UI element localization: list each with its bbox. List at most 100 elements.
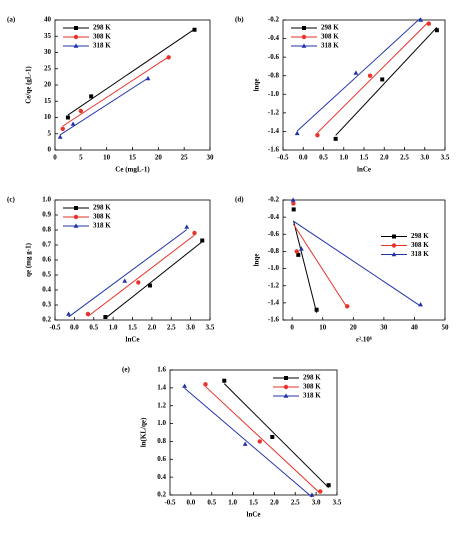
legend-marker bbox=[391, 251, 397, 257]
plot-frame bbox=[282, 199, 446, 321]
marker bbox=[291, 207, 296, 212]
y-tick-label: -0.2 bbox=[268, 196, 280, 204]
x-tick-label: 1.0 bbox=[228, 499, 237, 507]
marker bbox=[296, 252, 301, 257]
y-tick-label: 0.2 bbox=[42, 316, 51, 324]
marker bbox=[418, 17, 424, 22]
marker bbox=[65, 115, 70, 120]
marker bbox=[315, 132, 320, 138]
panel: (c) -0.5 0.0 0.5 1.0 1.5 2.0 2.5 3.0 3.5 0.2 0.3 0.4… bbox=[7, 196, 215, 344]
y-tick-label: 15 bbox=[44, 97, 52, 105]
marker bbox=[314, 307, 319, 312]
x-tick-label: 3.0 bbox=[312, 499, 321, 507]
legend-label: 308 K bbox=[411, 241, 429, 249]
panel: (b) -0.5 0.0 0.5 1.0 1.5 2.0 2.5 3.0 3.5 -1.6 -1.4 -… bbox=[235, 16, 450, 174]
legend-marker bbox=[73, 214, 79, 220]
x-tick-label: -0.5 bbox=[164, 499, 176, 507]
trend-line bbox=[292, 223, 348, 308]
marker bbox=[294, 249, 299, 254]
x-tick-label: 2.0 bbox=[380, 154, 389, 162]
y-tick-label: 10 bbox=[44, 113, 52, 121]
y-axis-label: ln(KL/qe) bbox=[140, 417, 148, 447]
legend-marker bbox=[301, 34, 307, 40]
marker bbox=[426, 21, 431, 26]
x-axis-label: lnCe bbox=[126, 336, 140, 344]
marker bbox=[326, 483, 331, 488]
marker bbox=[66, 311, 71, 316]
y-tick-label: 1.0 bbox=[42, 196, 51, 204]
legend-marker bbox=[73, 223, 79, 228]
panel-label: (c) bbox=[7, 196, 15, 204]
x-tick-label: 3.0 bbox=[186, 324, 195, 332]
marker bbox=[70, 121, 76, 126]
y-axis-label: lnqe bbox=[253, 79, 261, 92]
panel-label: (b) bbox=[235, 16, 244, 24]
legend-marker bbox=[74, 26, 78, 30]
x-tick-label: 2.5 bbox=[400, 154, 409, 162]
legend-label: 298 K bbox=[93, 204, 111, 212]
x-tick-label: 0 bbox=[53, 154, 57, 162]
y-tick-label: 1.6 bbox=[157, 366, 166, 374]
trend-line bbox=[296, 17, 422, 132]
trend-line bbox=[205, 386, 321, 494]
trend-line bbox=[67, 28, 195, 116]
y-tick-label: 0.4 bbox=[42, 286, 51, 294]
x-tick-label: 0.0 bbox=[187, 499, 196, 507]
y-tick-label: -1.0 bbox=[268, 264, 280, 272]
x-tick-label: -0.5 bbox=[277, 154, 289, 162]
x-axis-label: Ce (mgL-1) bbox=[115, 166, 150, 174]
legend-marker bbox=[301, 43, 307, 48]
y-tick-label: -1.2 bbox=[268, 281, 280, 289]
x-tick-label: 0.5 bbox=[207, 499, 216, 507]
marker bbox=[57, 134, 63, 139]
y-tick-label: 40 bbox=[44, 16, 52, 24]
y-tick-label: 0.8 bbox=[42, 226, 51, 234]
legend-label: 318 K bbox=[93, 222, 111, 230]
marker bbox=[418, 301, 423, 307]
trend-line bbox=[293, 221, 318, 313]
marker bbox=[60, 126, 65, 132]
y-tick-label: -0.6 bbox=[268, 53, 280, 61]
x-tick-label: 20 bbox=[155, 154, 163, 162]
y-tick-label: 30 bbox=[44, 48, 52, 56]
y-tick-label: -1.4 bbox=[268, 127, 280, 135]
legend-marker bbox=[73, 43, 79, 48]
marker bbox=[290, 197, 296, 202]
legend-label: 318 K bbox=[303, 392, 321, 400]
trend-line bbox=[105, 241, 203, 319]
y-tick-label: 0.8 bbox=[157, 437, 166, 445]
marker bbox=[353, 70, 359, 75]
legend-marker bbox=[302, 26, 306, 30]
marker bbox=[333, 136, 338, 141]
marker bbox=[147, 283, 152, 288]
y-tick-label: -0.2 bbox=[268, 16, 280, 24]
trend-line bbox=[335, 26, 438, 136]
x-tick-label: 3.5 bbox=[441, 154, 450, 162]
legend-marker bbox=[391, 243, 397, 248]
legend-marker bbox=[284, 376, 288, 380]
legend-label: 308 K bbox=[303, 383, 321, 391]
y-tick-label: 0.9 bbox=[42, 211, 51, 219]
x-tick-label: 25 bbox=[181, 154, 189, 162]
x-tick-label: 15 bbox=[129, 154, 137, 162]
x-tick-label: 1.0 bbox=[339, 154, 348, 162]
marker bbox=[85, 311, 91, 317]
marker bbox=[192, 230, 197, 236]
legend-label: 298 K bbox=[93, 24, 111, 32]
legend-marker bbox=[392, 234, 396, 239]
legend-label: 318 K bbox=[321, 42, 339, 50]
x-tick-label: 0.0 bbox=[299, 154, 308, 162]
marker bbox=[380, 77, 385, 82]
marker bbox=[294, 130, 300, 136]
marker bbox=[78, 108, 84, 114]
plot-frame bbox=[54, 199, 211, 321]
legend-label: 298 K bbox=[411, 232, 429, 240]
trend-line bbox=[68, 229, 188, 318]
x-tick-label: 3.5 bbox=[206, 324, 215, 332]
marker bbox=[434, 28, 439, 33]
marker bbox=[192, 27, 197, 32]
x-tick-label: 10 bbox=[103, 154, 111, 162]
x-tick-label: 1.5 bbox=[360, 154, 369, 162]
marker bbox=[136, 280, 141, 285]
marker bbox=[257, 439, 262, 444]
